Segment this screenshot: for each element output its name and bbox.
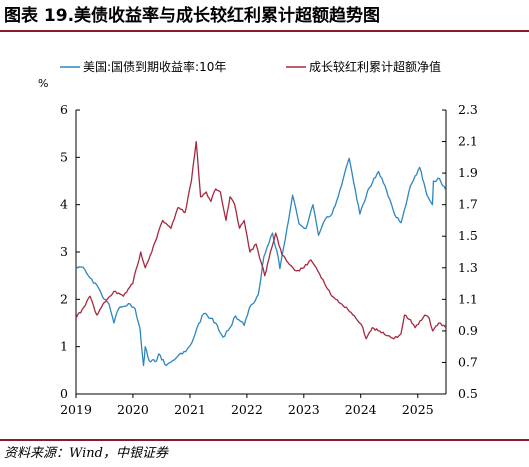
footer-divider (0, 439, 529, 441)
left-tick-label: 0 (60, 386, 68, 401)
series-layer (75, 140, 447, 367)
right-tick-label: 1.5 (458, 228, 478, 243)
right-tick-label: 0.5 (458, 386, 478, 401)
growth-vs-dividend-line (75, 140, 447, 340)
x-tick-label: 2020 (117, 402, 149, 417)
x-tick-label: 2024 (345, 402, 377, 417)
legend-label-us-yield: 美国:国债到期收益率:10年 (83, 59, 226, 74)
right-tick-label: 1.1 (458, 291, 478, 306)
right-tick-label: 1.3 (458, 260, 478, 275)
chart-title: 图表 19.美债收益率与成长较红利累计超额趋势图 (4, 6, 381, 26)
right-tick-label: 1.7 (458, 197, 478, 212)
left-tick-label: 3 (60, 244, 68, 259)
right-tick-label: 2.1 (458, 134, 478, 149)
x-tick-label: 2023 (288, 402, 320, 417)
x-tick-label: 2025 (402, 402, 434, 417)
right-tick-label: 0.9 (458, 323, 478, 338)
left-tick-label: 4 (60, 197, 68, 212)
x-tick-label: 2021 (174, 402, 206, 417)
legend-label-growth-vs-dividend: 成长较红利累计超额净值 (309, 59, 441, 74)
left-tick-label: 5 (60, 149, 68, 164)
left-tick-label: 1 (60, 339, 68, 354)
right-tick-label: 2.3 (458, 102, 478, 117)
axes: 0 1 2 3 4 5 6 0.5 0.7 0.9 1.1 1.3 1.5 1.7 1.9 2.1 2.3 201… (60, 102, 478, 417)
right-tick-label: 0.7 (458, 354, 478, 369)
source-note: 资料来源：Wind，中银证券 (4, 446, 168, 461)
left-tick-label: 2 (60, 291, 68, 306)
left-axis-unit: % (38, 77, 48, 90)
legend: 美国:国债到期收益率:10年 成长较红利累计超额净值 (60, 59, 441, 74)
title-divider (0, 30, 529, 32)
x-tick-label: 2022 (231, 402, 263, 417)
left-tick-label: 6 (60, 102, 68, 117)
x-tick-label: 2019 (60, 402, 92, 417)
chart: 美国:国债到期收益率:10年 成长较红利累计超额净值 % 01234560.50… (38, 59, 478, 417)
right-tick-label: 1.9 (458, 165, 478, 180)
